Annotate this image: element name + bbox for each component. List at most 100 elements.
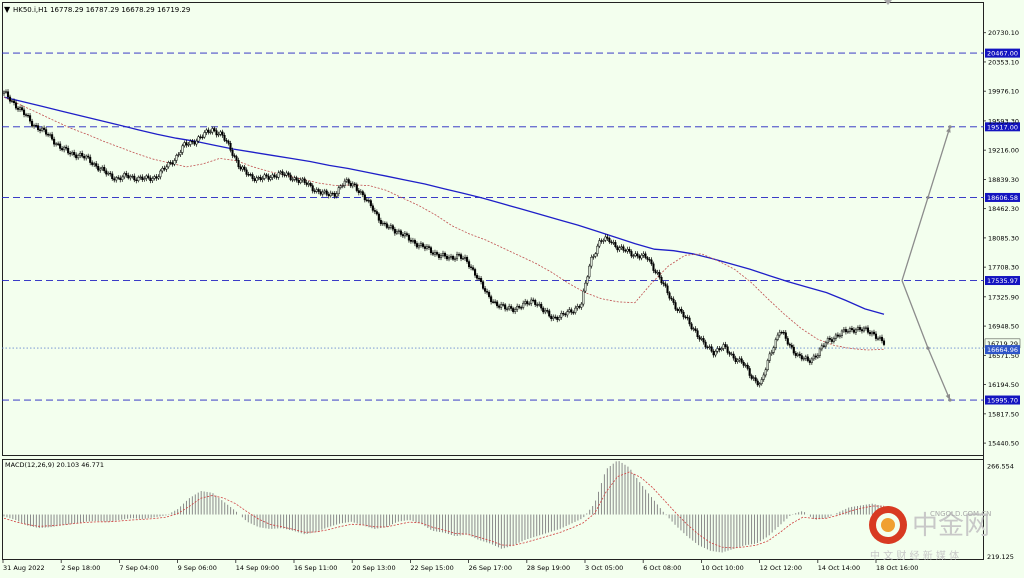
candle: [550, 314, 553, 322]
candle: [526, 299, 529, 307]
candle-body: [63, 146, 66, 151]
candle-body: [279, 171, 282, 174]
candle: [411, 237, 414, 244]
candle: [514, 307, 517, 315]
candle-body: [259, 176, 262, 180]
candle: [646, 255, 649, 262]
candle-body: [808, 360, 811, 363]
candle: [616, 245, 619, 253]
candle: [16, 106, 20, 112]
candle-body: [185, 142, 188, 146]
candle-body: [43, 127, 46, 130]
candle-body: [333, 193, 336, 197]
candle-body: [241, 166, 244, 170]
candle-body: [313, 190, 316, 192]
candle-body: [874, 333, 878, 339]
candle-body: [14, 102, 18, 109]
watermark-subtitle: 中 文 财 经 新 媒 体: [870, 549, 959, 562]
candle-body: [217, 134, 220, 136]
candle-body: [574, 307, 577, 313]
candle: [267, 173, 270, 182]
candle-body: [381, 222, 384, 225]
candle: [175, 153, 178, 164]
candle: [768, 351, 771, 364]
candle-body: [311, 185, 314, 192]
candle-body: [786, 338, 789, 345]
candle: [47, 132, 50, 138]
candle: [189, 139, 192, 147]
candle-body: [273, 174, 276, 178]
candle: [323, 188, 326, 195]
watermark-brand: 中金网: [912, 511, 990, 541]
candle-body: [413, 240, 416, 244]
candle-body: [814, 355, 817, 358]
candle-body: [736, 359, 739, 362]
candle-body: [602, 240, 605, 242]
candle-body: [648, 259, 651, 261]
candle-body: [670, 297, 673, 300]
candle-body: [171, 162, 174, 165]
projection-arrowhead: [946, 126, 951, 133]
candle: [239, 164, 242, 172]
candle: [343, 178, 346, 189]
candle-body: [506, 308, 509, 310]
candle-body: [484, 288, 487, 292]
candle: [149, 175, 152, 184]
candle-body: [664, 283, 667, 287]
candle: [708, 344, 711, 350]
candle: [478, 275, 481, 281]
candle: [828, 335, 831, 343]
candle: [18, 105, 22, 113]
candle: [780, 330, 783, 335]
candle-body: [439, 255, 443, 258]
candle-body: [391, 225, 394, 230]
candle: [604, 234, 607, 243]
candle: [4, 89, 8, 94]
candle-body: [41, 127, 44, 131]
candle: [245, 167, 248, 177]
candle: [792, 344, 795, 356]
candle: [702, 335, 705, 345]
candle: [606, 234, 609, 241]
candle-body: [107, 172, 110, 175]
level-price-tag: [985, 48, 1020, 58]
scroll-marker-icon[interactable]: [884, 0, 892, 5]
candle-body: [79, 152, 82, 156]
candle-body: [558, 317, 561, 320]
candle: [405, 231, 408, 237]
candle: [241, 165, 244, 172]
candle: [403, 231, 406, 239]
candle: [221, 129, 224, 138]
candle: [518, 304, 521, 310]
candle-body: [441, 252, 445, 256]
candle-body: [397, 230, 400, 233]
candle: [311, 183, 314, 194]
candle-body: [33, 125, 36, 127]
candle-body: [141, 176, 144, 180]
candle: [253, 175, 256, 183]
candle: [788, 342, 791, 348]
candle-body: [714, 351, 717, 356]
candle: [696, 328, 699, 340]
candle-body: [463, 256, 467, 259]
menu-triangle-icon[interactable]: ▼: [4, 5, 11, 14]
candle: [758, 382, 761, 388]
candle-body: [724, 344, 727, 348]
candle-body: [387, 227, 390, 229]
candle-body: [175, 155, 178, 161]
candle-body: [283, 174, 286, 176]
candle: [249, 172, 252, 177]
candle: [862, 326, 866, 333]
candle-body: [103, 166, 106, 172]
candle: [752, 375, 755, 381]
candle-body: [411, 240, 414, 242]
candle-body: [287, 172, 290, 176]
candle: [129, 174, 132, 181]
candle: [484, 286, 487, 294]
candle-body: [219, 131, 222, 135]
time-axis-label: 28 Sep 19:00: [527, 564, 570, 572]
price-axis-label: 20730.10: [988, 29, 1019, 37]
candle: [658, 269, 661, 280]
candle-body: [760, 379, 763, 384]
candle-body: [516, 305, 519, 310]
